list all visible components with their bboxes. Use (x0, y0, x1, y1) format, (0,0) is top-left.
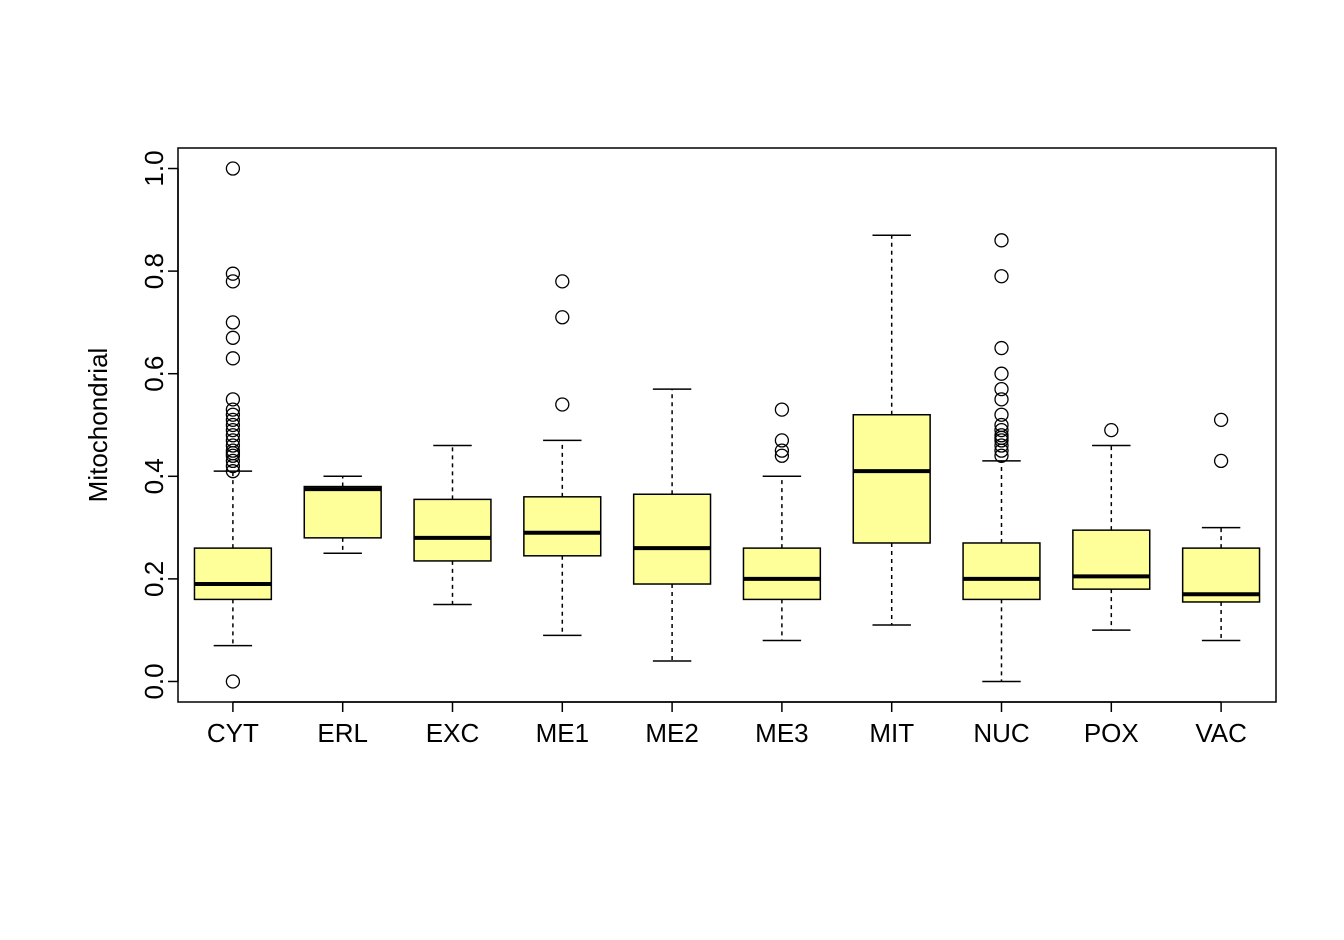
x-tick-label: EXC (426, 718, 479, 748)
y-tick-label: 0.4 (139, 458, 169, 494)
x-tick-label: ME3 (755, 718, 808, 748)
y-axis-label: Mitochondrial (83, 348, 113, 503)
x-tick-label: MIT (869, 718, 914, 748)
y-tick-label: 1.0 (139, 150, 169, 186)
x-tick-label: ERL (317, 718, 368, 748)
x-tick-label: POX (1084, 718, 1139, 748)
x-tick-label: VAC (1195, 718, 1247, 748)
y-tick-label: 0.6 (139, 356, 169, 392)
chart-svg: 0.0 0.2 0.4 0.6 0.8 1.0 Mitochondrial CYT ERL EXC… (0, 0, 1344, 940)
y-tick-label: 0.0 (139, 663, 169, 699)
x-tick-label: CYT (207, 718, 259, 748)
y-tick-label: 0.8 (139, 253, 169, 289)
boxplot-chart: 0.0 0.2 0.4 0.6 0.8 1.0 Mitochondrial CYT ERL EXC… (0, 0, 1344, 940)
x-tick-label: ME1 (536, 718, 589, 748)
x-tick-label: ME2 (645, 718, 698, 748)
y-tick-label: 0.2 (139, 561, 169, 597)
x-tick-label: NUC (973, 718, 1029, 748)
